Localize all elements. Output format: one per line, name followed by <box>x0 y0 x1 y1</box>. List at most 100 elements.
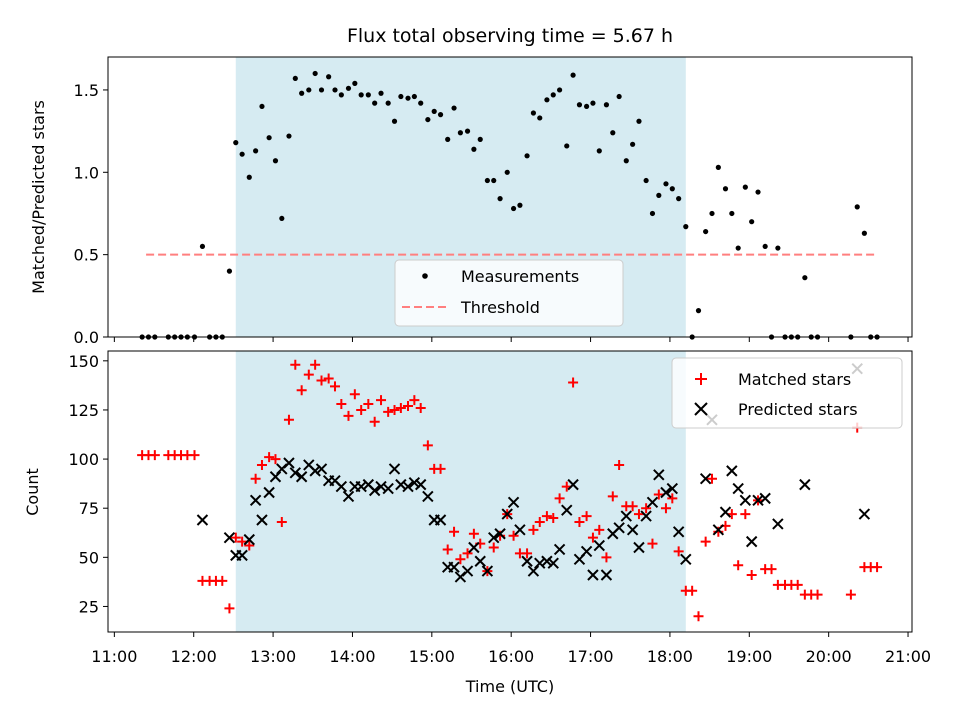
measurement-point <box>246 174 252 180</box>
measurement-point <box>437 112 444 118</box>
legend-predicted-marker <box>694 402 708 416</box>
predicted-star-point <box>395 478 407 491</box>
measurement-point <box>332 87 338 93</box>
measurement-point <box>477 136 483 142</box>
measurement-point <box>854 204 860 210</box>
predicted-star-point <box>547 557 559 569</box>
measurement-point <box>623 158 629 164</box>
predicted-star-point <box>295 471 308 483</box>
matched-star-point <box>369 416 380 427</box>
predicted-star-point <box>415 478 427 491</box>
predicted-star-point <box>672 526 685 538</box>
measurement-point <box>643 177 649 184</box>
matched-star-point <box>283 414 294 425</box>
measurement-point <box>524 153 530 159</box>
measurement-point <box>709 210 715 217</box>
measurement-point <box>199 243 206 250</box>
measurement-point <box>411 93 417 100</box>
measurement-point <box>630 141 636 147</box>
y-tick-label: 0.5 <box>74 246 99 265</box>
predicted-star-point <box>514 524 526 536</box>
matched-star-point <box>237 536 248 547</box>
measurement-point <box>491 177 497 184</box>
x-tick-label: 17:00 <box>568 647 614 666</box>
count-panel-data <box>137 359 883 622</box>
matched-star-point <box>627 501 638 512</box>
predicted-star-point <box>858 508 871 520</box>
measurement-point <box>663 181 669 187</box>
matched-star-point <box>250 473 261 484</box>
matched-star-point <box>872 562 883 573</box>
predicted-star-point <box>712 524 725 536</box>
matched-star-point <box>554 493 565 504</box>
matched-star-point <box>792 579 803 590</box>
matched-star-point <box>468 528 479 539</box>
matched-star-point <box>455 554 466 565</box>
matched-star-point <box>224 603 235 614</box>
measurement-point <box>537 115 543 121</box>
predicted-star-point <box>752 494 764 507</box>
predicted-star-point <box>726 465 738 477</box>
matched-star-point <box>706 473 717 484</box>
matched-star-point <box>383 406 394 417</box>
x-tick-label: 11:00 <box>91 647 137 666</box>
matched-star-point <box>766 564 777 575</box>
predicted-star-point <box>481 565 494 577</box>
legend-measurements-label: Measurements <box>461 267 579 286</box>
matched-star-point <box>812 589 823 600</box>
ratio-panel-data <box>139 70 880 340</box>
matched-star-point <box>329 381 340 392</box>
predicted-star-point <box>626 524 639 536</box>
predicted-star-point <box>640 510 652 522</box>
predicted-star-point <box>388 463 401 475</box>
measurement-point <box>425 116 431 123</box>
matched-star-point <box>316 375 327 386</box>
measurement-point <box>735 245 741 251</box>
measurement-point <box>550 92 556 98</box>
predicted-star-point <box>335 480 348 493</box>
matched-star-point <box>653 489 664 500</box>
predicted-star-point <box>474 555 486 567</box>
count-panel-legend: Matched stars Predicted stars <box>671 357 903 429</box>
measurement-point <box>683 224 689 230</box>
matched-star-point <box>336 399 347 410</box>
predicted-star-point <box>269 471 282 483</box>
matched-star-point <box>633 509 644 520</box>
predicted-star-point <box>342 490 355 503</box>
predicted-star-point <box>580 545 593 558</box>
predicted-star-point <box>243 533 255 546</box>
predicted-star-point <box>620 510 632 522</box>
matched-star-point <box>356 404 367 415</box>
predicted-star-point <box>521 555 533 567</box>
measurement-point <box>431 108 437 114</box>
predicted-star-point <box>468 541 480 554</box>
predicted-star-point <box>494 528 506 540</box>
x-tick-label: 15:00 <box>409 647 455 666</box>
measurement-point <box>729 210 735 217</box>
x-tick-label: 20:00 <box>806 647 852 666</box>
x-tick-label: 18:00 <box>647 647 693 666</box>
matched-star-point <box>442 544 453 555</box>
matched-star-point <box>395 402 406 413</box>
predicted-star-point <box>613 522 625 534</box>
matched-star-point <box>462 548 473 559</box>
matched-star-point <box>230 532 241 543</box>
predicted-star-point <box>587 569 599 581</box>
predicted-star-point <box>745 535 758 548</box>
measurement-point <box>530 110 537 116</box>
measurement-point <box>544 97 550 103</box>
predicted-star-point <box>422 490 434 503</box>
predicted-star-point <box>408 476 421 489</box>
measurement-point <box>345 85 352 91</box>
axes-frame <box>107 56 913 338</box>
measurement-point <box>445 136 451 142</box>
matched-star-point <box>189 450 200 461</box>
xaxis-label: Time (UTC) <box>465 677 554 696</box>
y-tick-label: 1.0 <box>74 163 99 182</box>
x-tick-label: 19:00 <box>726 647 772 666</box>
measurement-point <box>715 164 721 170</box>
predicted-star-point <box>739 494 752 507</box>
matched-star-point <box>449 526 460 537</box>
matched-star-point <box>508 530 519 541</box>
matched-star-point <box>574 516 585 527</box>
